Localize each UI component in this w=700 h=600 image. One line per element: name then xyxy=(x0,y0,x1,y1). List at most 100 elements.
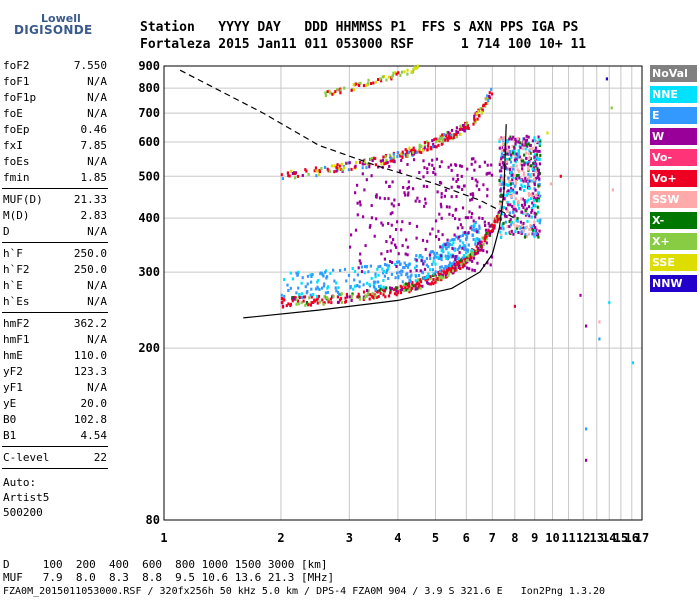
echo-point xyxy=(296,174,300,178)
echo-point xyxy=(312,301,315,304)
echo-point xyxy=(490,92,494,96)
echo-point xyxy=(464,232,467,236)
echo-point xyxy=(440,160,443,164)
echo-point xyxy=(409,280,412,284)
echo-point xyxy=(479,107,482,110)
echo-point xyxy=(414,257,417,261)
echo-point xyxy=(344,296,347,300)
echo-point xyxy=(315,294,319,298)
echo-point xyxy=(455,180,458,183)
header-values: Fortaleza 2015 Jan11 011 053000 RSF 1 71… xyxy=(140,37,587,52)
echo-point xyxy=(527,232,530,236)
echo-point xyxy=(504,220,507,224)
echo-point xyxy=(339,269,342,272)
echo-point xyxy=(471,212,474,216)
echo-point xyxy=(336,88,339,92)
echo-point xyxy=(515,158,518,162)
echo-point xyxy=(431,250,434,254)
echo-point xyxy=(409,269,412,273)
echo-point xyxy=(486,96,489,100)
echo-point xyxy=(483,239,486,243)
echo-point xyxy=(500,166,503,170)
legend-item-sse: SSE xyxy=(650,254,697,271)
echo-point xyxy=(364,265,367,269)
echo-point xyxy=(406,154,409,157)
param-label: foF2 xyxy=(3,59,30,72)
echo-point xyxy=(512,153,515,157)
echo-point xyxy=(336,163,339,167)
echo-point xyxy=(411,281,414,285)
echo-point xyxy=(408,262,411,266)
echo-point xyxy=(456,185,459,189)
echo-point xyxy=(451,214,454,217)
echo-point xyxy=(404,152,408,156)
echo-point xyxy=(515,224,518,228)
x-tick-label: 12 xyxy=(576,531,590,545)
echo-point xyxy=(447,274,450,278)
echo-point xyxy=(423,146,426,150)
echo-point xyxy=(521,163,524,167)
echo-point xyxy=(526,199,529,203)
echo-point xyxy=(500,155,503,159)
echo-point xyxy=(498,140,501,144)
echo-point xyxy=(500,193,503,197)
echo-point xyxy=(484,228,488,232)
echo-point xyxy=(498,146,501,150)
echo-point xyxy=(508,157,511,161)
echo-point xyxy=(472,122,475,126)
echo-point xyxy=(440,135,443,139)
echo-point xyxy=(445,265,448,269)
echo-point xyxy=(506,167,509,171)
echo-point xyxy=(501,180,505,184)
echo-point xyxy=(475,252,478,256)
echo-point xyxy=(406,283,409,287)
echo-point xyxy=(383,274,386,278)
echo-point xyxy=(320,166,323,170)
echo-point xyxy=(513,203,516,207)
echo-point xyxy=(471,268,474,272)
echo-point xyxy=(501,161,504,165)
echo-point xyxy=(464,231,467,234)
param-value: 22 xyxy=(93,451,107,464)
echo-point xyxy=(520,183,523,187)
echo-point xyxy=(440,278,443,282)
echo-point xyxy=(488,91,491,95)
echo-point xyxy=(295,271,298,275)
echo-point xyxy=(518,169,521,173)
echo-point xyxy=(450,128,454,132)
echo-point xyxy=(514,182,517,186)
echo-point xyxy=(446,238,449,242)
header-columns: Station YYYY DAY DDD HHMMSS P1 FFS S AXN… xyxy=(140,20,579,35)
echo-point xyxy=(392,156,395,160)
echo-point xyxy=(486,94,489,98)
echo-point xyxy=(405,288,408,292)
echo-point xyxy=(451,247,454,250)
echo-point xyxy=(392,152,395,156)
echo-point xyxy=(471,197,474,201)
echo-point xyxy=(507,183,510,187)
echo-point xyxy=(464,257,467,261)
echo-point xyxy=(331,92,334,96)
echo-point xyxy=(295,302,298,306)
echo-point xyxy=(350,167,353,171)
echo-point xyxy=(419,280,422,284)
echo-point xyxy=(326,90,329,94)
echo-point xyxy=(497,217,500,221)
echo-point xyxy=(287,289,290,292)
echo-point xyxy=(389,159,392,163)
echo-point xyxy=(449,239,452,243)
echo-point xyxy=(469,198,472,202)
echo-point xyxy=(425,257,428,261)
echo-point xyxy=(395,245,398,249)
echo-point xyxy=(503,136,506,140)
echo-point xyxy=(362,84,366,88)
param-separator xyxy=(2,188,108,189)
echo-point xyxy=(346,295,349,299)
echo-point xyxy=(414,199,417,203)
echo-point xyxy=(331,295,334,299)
param-label: h`F2 xyxy=(3,263,30,276)
echo-point xyxy=(343,267,347,271)
echo-point xyxy=(531,167,534,171)
echo-point xyxy=(371,292,374,296)
echo-point xyxy=(410,273,413,277)
